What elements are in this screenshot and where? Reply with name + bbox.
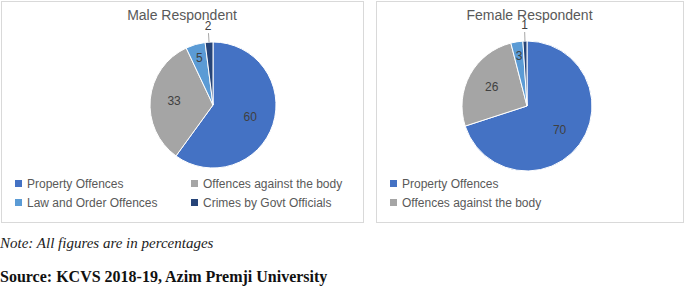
note: Note: All figures are in percentages	[0, 235, 214, 251]
legend: Property Offences Offences against the bo…	[390, 177, 541, 210]
pie-slices	[462, 41, 592, 171]
data-labels: 70 26 3 1	[485, 18, 567, 137]
data-label: 70	[553, 123, 567, 137]
panel-frame	[377, 2, 684, 223]
data-label: 1	[521, 18, 528, 32]
source: Source: KCVS 2018-19, Azim Premji Univer…	[0, 268, 327, 286]
panel-frame	[2, 2, 364, 223]
legend-label: Crimes by Govt Officials	[203, 196, 331, 210]
data-label: 26	[485, 80, 499, 94]
legend-swatch	[15, 180, 22, 187]
data-label: 60	[243, 110, 257, 124]
legend-label: Property Offences	[27, 177, 124, 191]
pie-slice	[462, 43, 527, 126]
pie-slice	[205, 42, 213, 105]
data-label: 5	[196, 51, 203, 65]
pie-slices	[150, 42, 276, 168]
pie-slice	[511, 41, 527, 106]
legend-swatch	[191, 180, 198, 187]
chart-panel: Male Respondent 60 33 5 2 Property Offences Of…	[2, 2, 364, 223]
pie-slice	[186, 42, 213, 105]
legend-swatch	[390, 199, 397, 206]
legend-swatch	[191, 199, 198, 206]
legend-swatch	[390, 180, 397, 187]
data-label: 2	[205, 19, 212, 33]
chart-title: Male Respondent	[127, 7, 237, 23]
data-label: 3	[516, 49, 523, 63]
data-label: 33	[167, 94, 181, 108]
chart-canvas: Male Respondent 60 33 5 2 Property Offences Of…	[0, 0, 685, 291]
leader-line	[208, 33, 210, 42]
legend-swatch	[15, 199, 22, 206]
chart-title: Female Respondent	[466, 7, 592, 23]
legend-label: Law and Order Offences	[27, 196, 158, 210]
leader-line	[524, 32, 525, 41]
legend-label: Property Offences	[402, 177, 499, 191]
pie-slice	[523, 41, 527, 106]
chart-panel: Female Respondent 70 26 3 1 Property Offences…	[377, 2, 684, 223]
legend-label: Offences against the body	[402, 196, 541, 210]
legend: Property Offences Offences against the bo…	[15, 177, 342, 210]
data-labels: 60 33 5 2	[167, 19, 257, 124]
legend-label: Offences against the body	[203, 177, 342, 191]
